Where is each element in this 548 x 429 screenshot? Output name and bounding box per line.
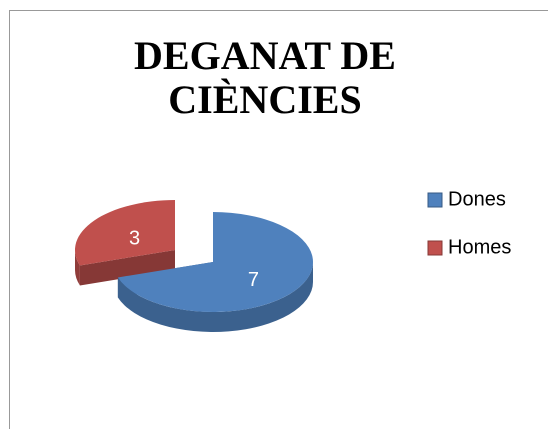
pie-slice <box>117 212 314 312</box>
slice-side <box>75 250 80 286</box>
legend-label: Homes <box>448 236 511 258</box>
legend-swatch <box>427 240 443 256</box>
chart-border <box>9 10 548 429</box>
pie-slice <box>75 200 175 266</box>
slice-side <box>117 262 313 332</box>
slice-face <box>79 250 175 286</box>
data-label: 7 <box>248 269 259 291</box>
legend-swatch <box>427 192 443 208</box>
legend-label: Dones <box>448 188 506 210</box>
chart-title: DEGANAT DE CIÈNCIES <box>134 33 396 122</box>
data-label: 3 <box>129 228 140 250</box>
